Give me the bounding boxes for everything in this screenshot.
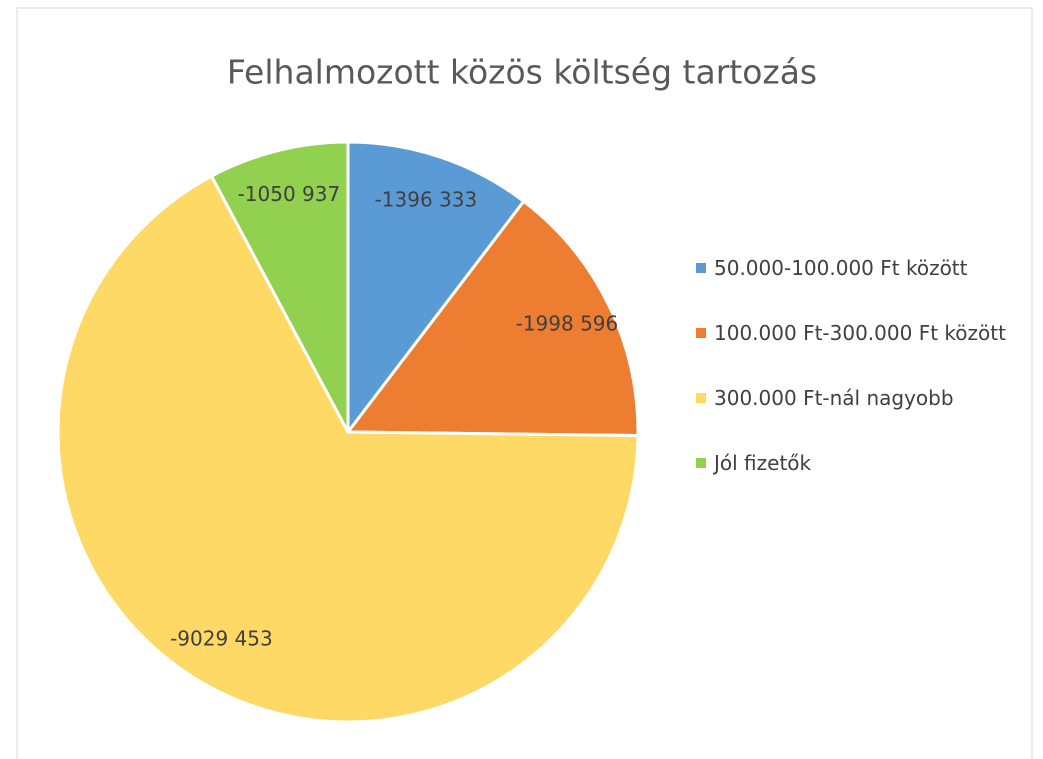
legend-label: 300.000 Ft-nál nagyobb <box>714 386 954 410</box>
legend-item: 50.000-100.000 Ft között <box>696 252 1026 284</box>
legend: 50.000-100.000 Ft között 100.000 Ft-300.0… <box>696 252 1026 512</box>
pie-slice <box>56 174 640 724</box>
chart-title: Felhalmozott közös költség tartozás <box>227 53 817 92</box>
legend-label: 100.000 Ft-300.000 Ft között <box>714 321 1006 345</box>
legend-label: Jól fizetők <box>714 451 812 475</box>
pie-slice <box>344 199 640 438</box>
legend-item: Jól fizetők <box>696 447 1026 479</box>
legend-label: 50.000-100.000 Ft között <box>714 256 968 280</box>
pie-slice <box>346 140 526 437</box>
legend-swatch <box>696 393 706 403</box>
legend-item: 100.000 Ft-300.000 Ft között <box>696 317 1026 349</box>
pie-slice <box>209 140 350 433</box>
legend-swatch <box>696 458 706 468</box>
data-label: -1050 937 <box>238 182 341 206</box>
legend-swatch <box>696 328 706 338</box>
legend-item: 300.000 Ft-nál nagyobb <box>696 382 1026 414</box>
data-label: -1396 333 <box>375 188 478 212</box>
data-label: -9029 453 <box>170 627 273 651</box>
chart-border <box>16 7 1033 759</box>
legend-swatch <box>696 263 706 273</box>
data-label: -1998 596 <box>516 312 619 336</box>
